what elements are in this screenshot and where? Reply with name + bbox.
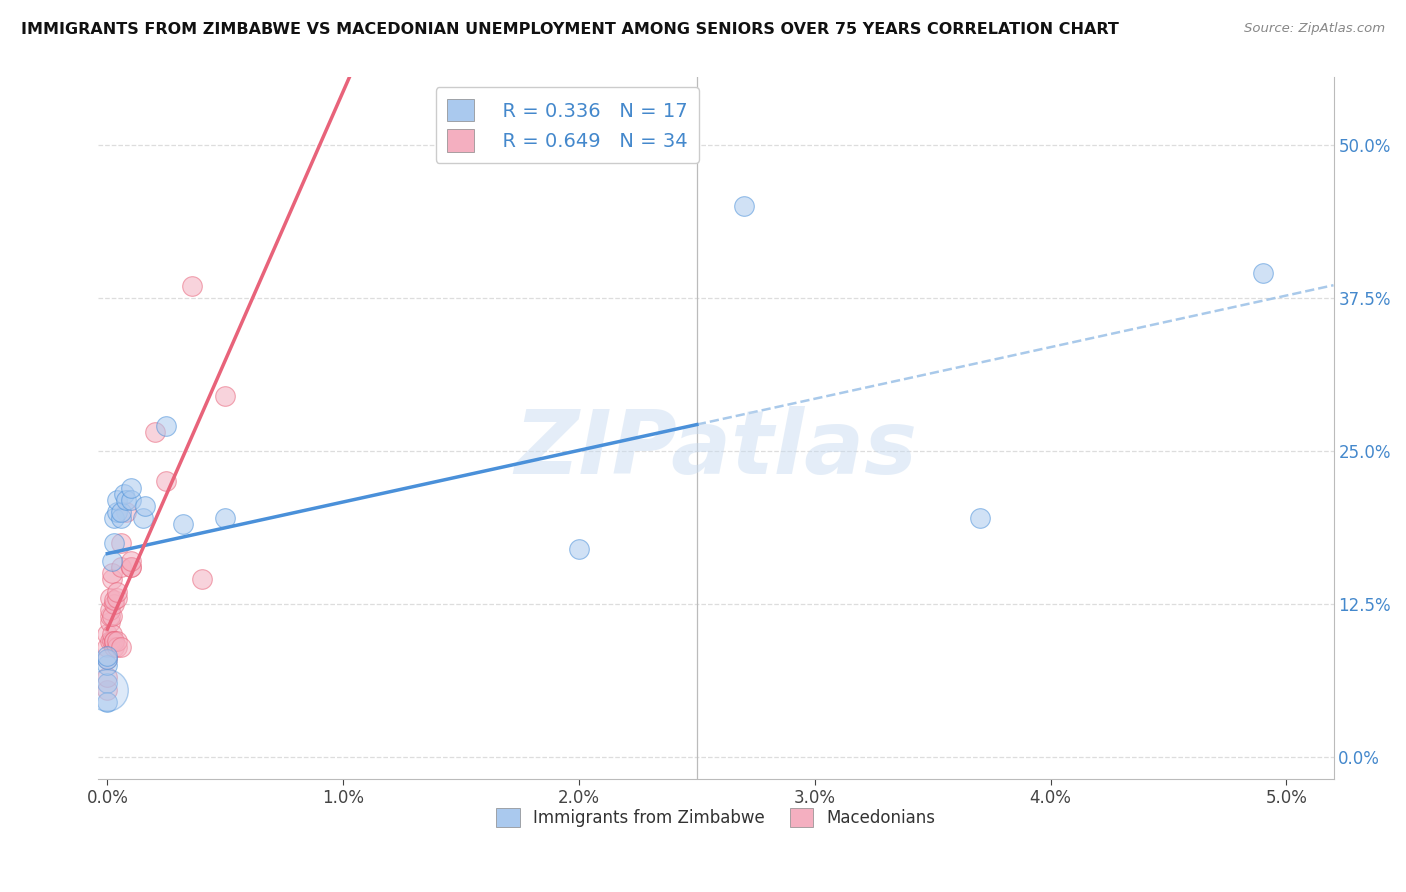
Point <box>96 682 118 697</box>
Point <box>103 593 125 607</box>
Point <box>120 481 142 495</box>
Point <box>214 389 236 403</box>
Point <box>1251 266 1274 280</box>
Point <box>105 640 128 654</box>
Point <box>115 492 138 507</box>
Point <box>101 609 124 624</box>
Point <box>110 511 132 525</box>
Point <box>105 633 128 648</box>
Point <box>172 517 194 532</box>
Point <box>568 541 591 556</box>
Point <box>98 603 121 617</box>
Point <box>98 615 121 630</box>
Point <box>96 658 118 673</box>
Point <box>101 573 124 587</box>
Point <box>120 560 142 574</box>
Point <box>96 627 118 641</box>
Point <box>96 676 118 690</box>
Point <box>110 535 132 549</box>
Point <box>103 640 125 654</box>
Point <box>105 591 128 605</box>
Point <box>103 535 125 549</box>
Point <box>120 560 142 574</box>
Point <box>120 554 142 568</box>
Legend: Immigrants from Zimbabwe, Macedonians: Immigrants from Zimbabwe, Macedonians <box>489 801 942 834</box>
Point <box>96 649 118 664</box>
Text: Source: ZipAtlas.com: Source: ZipAtlas.com <box>1244 22 1385 36</box>
Point <box>103 511 125 525</box>
Point <box>112 486 135 500</box>
Point <box>96 640 118 654</box>
Point <box>132 511 155 525</box>
Point <box>103 633 125 648</box>
Point <box>101 633 124 648</box>
Point <box>105 505 128 519</box>
Point <box>101 627 124 641</box>
Point <box>105 584 128 599</box>
Point <box>103 597 125 611</box>
Point <box>98 609 121 624</box>
Y-axis label: Unemployment Among Seniors over 75 years: Unemployment Among Seniors over 75 years <box>0 239 8 617</box>
Point <box>101 566 124 581</box>
Point <box>134 499 156 513</box>
Point <box>969 511 991 525</box>
Point <box>98 591 121 605</box>
Point <box>110 640 132 654</box>
Point <box>96 695 118 709</box>
Point <box>105 492 128 507</box>
Point <box>110 560 132 574</box>
Point <box>96 670 118 684</box>
Point <box>181 278 204 293</box>
Point <box>98 633 121 648</box>
Point <box>96 682 118 697</box>
Point <box>96 652 118 666</box>
Point <box>115 505 138 519</box>
Point <box>214 511 236 525</box>
Point <box>143 425 166 440</box>
Point <box>190 573 212 587</box>
Text: ZIPatlas: ZIPatlas <box>515 406 917 492</box>
Point <box>155 419 177 434</box>
Point <box>155 475 177 489</box>
Point <box>733 199 755 213</box>
Point <box>110 505 132 519</box>
Point <box>120 492 142 507</box>
Point <box>96 652 118 666</box>
Point <box>101 554 124 568</box>
Point <box>103 633 125 648</box>
Text: IMMIGRANTS FROM ZIMBABWE VS MACEDONIAN UNEMPLOYMENT AMONG SENIORS OVER 75 YEARS : IMMIGRANTS FROM ZIMBABWE VS MACEDONIAN U… <box>21 22 1119 37</box>
